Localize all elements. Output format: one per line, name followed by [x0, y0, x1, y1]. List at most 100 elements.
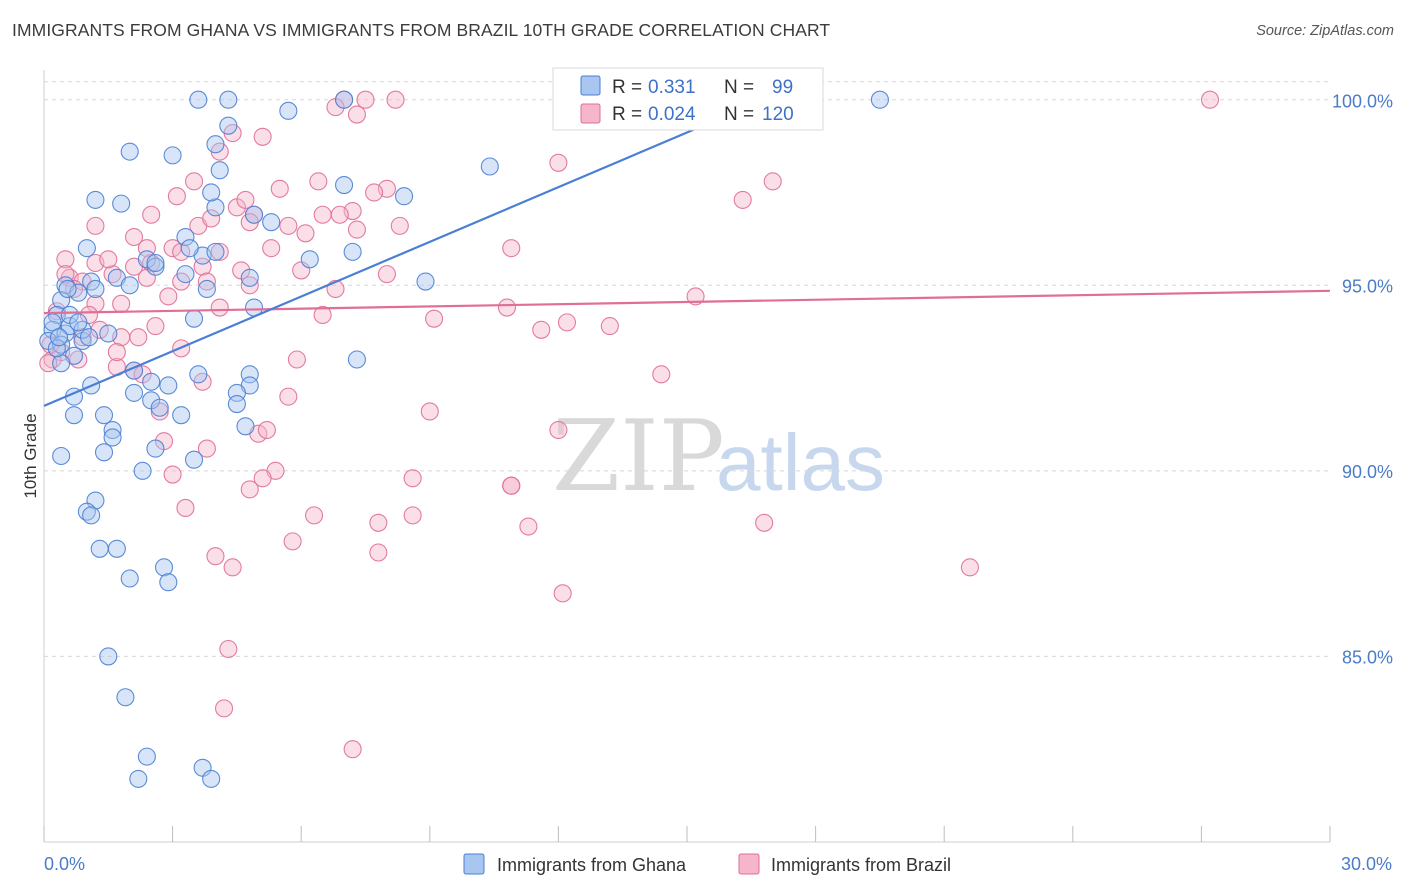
ghana-point — [86, 279, 105, 299]
brazil-series — [39, 90, 1220, 759]
brazil-point — [960, 558, 979, 577]
brazil-n-label: N = — [724, 104, 754, 125]
ghana-point — [159, 573, 178, 592]
brazil-point — [219, 639, 238, 659]
x-tick-label-min: 0.0% — [44, 854, 85, 874]
brazil-point — [202, 209, 221, 228]
ghana-point — [206, 198, 225, 217]
ghana-point — [52, 354, 71, 373]
brazil-point — [502, 239, 521, 258]
brazil-point — [142, 205, 161, 224]
y-tick-labels: 85.0% 90.0% 95.0% 100.0% — [1332, 92, 1393, 668]
ghana-point — [335, 90, 354, 109]
ghana-point — [197, 279, 216, 299]
ghana-point — [79, 328, 99, 347]
ghana-point — [142, 372, 161, 391]
brazil-r-label: R = — [612, 104, 642, 125]
brazil-point — [313, 305, 332, 325]
brazil-point — [403, 469, 422, 488]
y-tick-label: 90.0% — [1342, 462, 1393, 482]
ghana-point — [262, 213, 281, 232]
brazil-point — [223, 558, 242, 577]
ghana-r-value: 0.331 — [648, 77, 696, 98]
legend-ghana-swatch — [463, 853, 485, 875]
brazil-point — [159, 287, 178, 306]
brazil-point — [210, 298, 229, 317]
brazil-point — [313, 205, 332, 224]
ghana-point — [176, 265, 195, 284]
watermark-atlas: atlas — [716, 418, 885, 507]
ghana-point — [202, 769, 221, 788]
ghana-point — [206, 135, 225, 154]
ghana-point — [176, 227, 195, 247]
ghana-point — [206, 242, 225, 261]
brazil-point — [99, 250, 118, 269]
brazil-point — [763, 172, 782, 191]
brazil-point — [365, 183, 384, 202]
brazil-trendline — [43, 289, 1331, 315]
ghana-point — [99, 647, 118, 666]
brazil-r-value: 0.024 — [648, 104, 696, 125]
stats-legend: R = 0.331 N = 99 R = 0.024 N = 120 — [552, 67, 824, 131]
ghana-point — [49, 328, 69, 347]
brazil-point — [519, 517, 538, 536]
ghana-point — [172, 406, 191, 425]
ghana-point — [300, 250, 319, 269]
ghana-point — [227, 394, 246, 414]
ghana-point — [77, 239, 96, 258]
legend-ghana-label: Immigrants from Ghana — [497, 855, 687, 875]
y-tick-label: 100.0% — [1332, 92, 1393, 112]
ghana-point — [120, 142, 139, 161]
brazil-point — [240, 480, 259, 499]
brazil-point — [107, 343, 126, 362]
ghana-point — [103, 428, 122, 447]
brazil-point — [206, 547, 225, 566]
ghana-point — [219, 116, 238, 135]
watermark: ZIP atlas — [552, 400, 885, 514]
brazil-point — [210, 242, 229, 261]
ghana-n-value: 99 — [772, 77, 793, 98]
axes — [43, 70, 1331, 843]
brazil-point — [343, 740, 362, 759]
ghana-point — [116, 688, 135, 707]
ghana-point — [120, 276, 139, 295]
brazil-point — [112, 294, 131, 313]
ghana-point — [202, 183, 221, 202]
brazil-point — [386, 90, 405, 109]
brazil-point — [296, 224, 315, 243]
brazil-point — [56, 250, 75, 269]
ghana-series — [39, 90, 889, 788]
ghana-point — [137, 747, 156, 766]
x-tick-label-max: 30.0% — [1341, 854, 1392, 874]
ghana-point — [347, 350, 366, 369]
ghana-trendline — [43, 98, 765, 407]
ghana-point — [480, 157, 499, 176]
ghana-n-label: N = — [724, 77, 754, 98]
ghana-point — [335, 176, 354, 195]
brazil-point — [39, 354, 58, 373]
brazil-point — [755, 513, 774, 532]
ghana-point — [184, 309, 204, 328]
brazil-point — [557, 313, 577, 332]
ghana-point — [395, 187, 414, 206]
ghana-point — [112, 194, 131, 213]
ghana-point — [120, 569, 139, 588]
source-credit: Source: ZipAtlas.com — [1256, 23, 1394, 39]
ghana-point — [86, 190, 105, 209]
ghana-point — [163, 146, 182, 165]
brazil-point — [369, 513, 388, 532]
brazil-point — [287, 350, 306, 369]
brazil-point — [420, 402, 439, 421]
ghana-point — [52, 291, 71, 310]
brazil-point — [369, 543, 388, 562]
brazil-point — [347, 220, 366, 239]
brazil-point — [86, 216, 105, 235]
ghana-point — [150, 398, 169, 417]
brazil-point — [270, 179, 289, 198]
ghana-point — [94, 406, 114, 425]
ghana-point — [58, 279, 77, 299]
ghana-point — [107, 539, 126, 558]
brazil-point — [532, 320, 551, 339]
ghana-point — [133, 461, 152, 480]
